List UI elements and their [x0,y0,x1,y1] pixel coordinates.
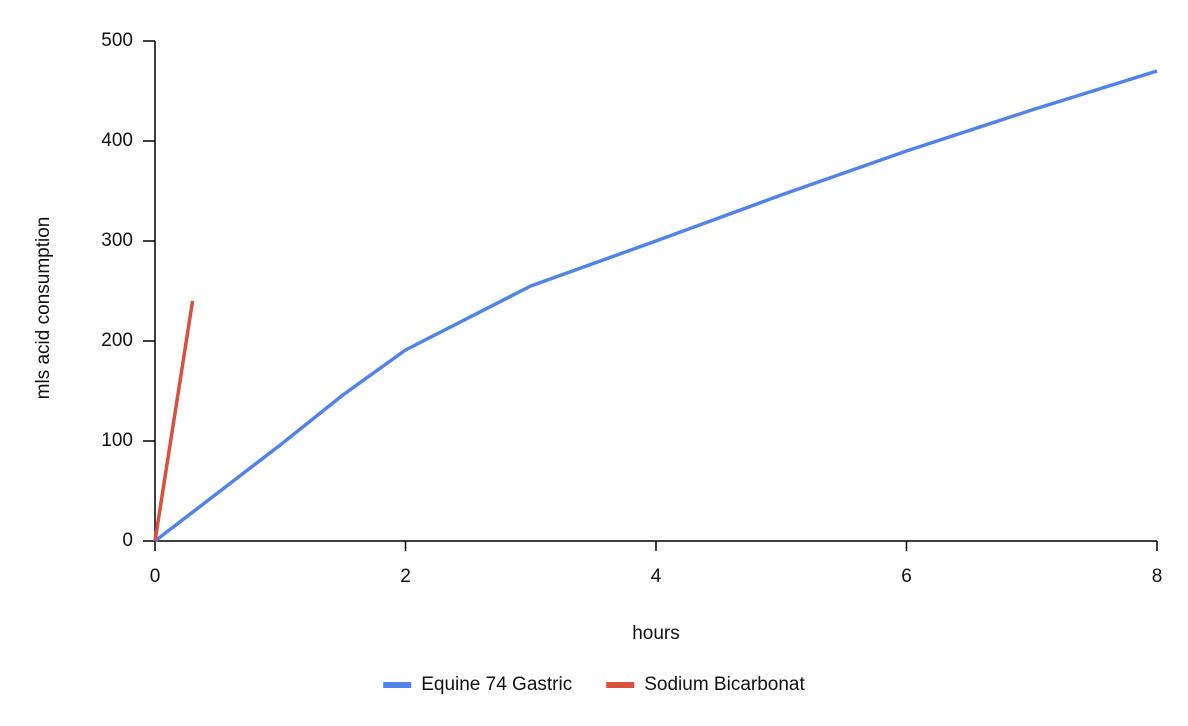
legend-swatch [383,682,412,688]
legend-swatch [606,682,635,688]
series-line [153,300,195,542]
legend-label: Sodium Bicarbonat [644,674,805,695]
y-tick-label: 0 [122,530,133,551]
y-axis-label: mls acid consumption [33,217,54,400]
y-tick-label: 500 [101,30,133,51]
series-line [153,69,1158,543]
x-axis-label: hours [632,623,680,644]
x-tick-label: 6 [901,566,912,587]
y-tick-label: 200 [101,330,133,351]
y-tick-label: 100 [101,430,133,451]
legend-label: Equine 74 Gastric [421,674,572,695]
x-tick-label: 0 [150,566,161,587]
x-tick-label: 4 [651,566,662,587]
x-tick-label: 2 [400,566,411,587]
x-tick-label: 8 [1152,566,1163,587]
y-tick-label: 300 [101,230,133,251]
y-tick-label: 400 [101,130,133,151]
